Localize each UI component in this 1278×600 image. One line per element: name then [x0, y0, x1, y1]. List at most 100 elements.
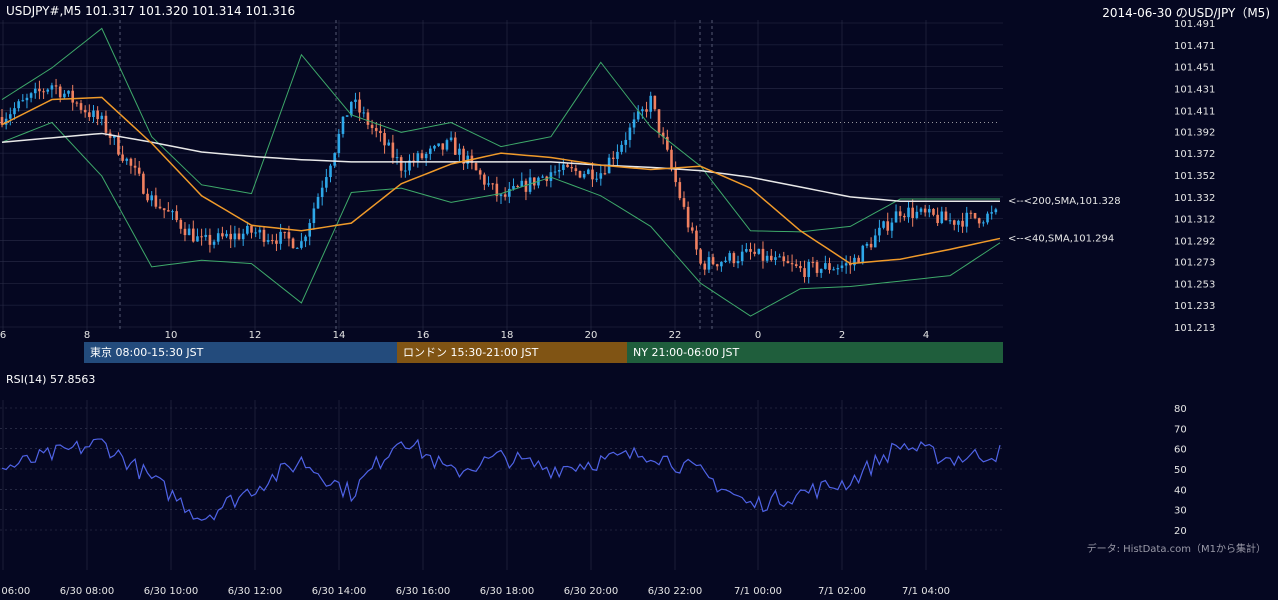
candle-body	[957, 220, 960, 225]
candle-body	[350, 101, 353, 116]
candle-body	[191, 228, 195, 242]
candle-body	[790, 263, 794, 265]
candle-body	[786, 261, 790, 264]
candle-body	[4, 118, 8, 125]
candle-body	[125, 158, 129, 161]
time-tick-label: 7/1 04:00	[902, 586, 950, 597]
rsi-line	[1, 438, 1001, 521]
sma200-line	[1, 132, 1000, 202]
candle-body	[769, 255, 773, 261]
candle-body	[266, 240, 270, 242]
candle-body	[316, 196, 320, 209]
candle-body	[503, 194, 507, 197]
candle-body	[528, 177, 532, 192]
candle-body	[928, 208, 931, 213]
x-tick-label: 0	[755, 330, 761, 341]
candle-body	[341, 116, 345, 134]
session-london: ロンドン 15:30-21:00 JST	[397, 342, 627, 363]
candle-body	[703, 263, 707, 270]
candle-body	[121, 154, 124, 161]
time-tick-label: 6/30 14:00	[312, 586, 366, 597]
candle-body	[720, 262, 723, 267]
candle-body	[686, 206, 690, 228]
candle-body	[570, 167, 573, 169]
candle-body	[320, 187, 324, 197]
candle-body	[624, 139, 628, 145]
candle-body	[150, 195, 153, 201]
candle-body	[903, 215, 906, 218]
candle-body	[158, 206, 162, 209]
candle-body	[383, 133, 386, 146]
session-tokyo: 東京 08:00-15:30 JST	[84, 342, 397, 363]
y-tick-label: 101.233	[1174, 301, 1215, 312]
candle-body	[237, 233, 241, 240]
candle-body	[574, 168, 578, 172]
y-tick-label: 101.273	[1174, 257, 1215, 268]
candle-body	[616, 151, 619, 159]
candle-body	[395, 157, 399, 159]
candle-body	[374, 128, 378, 131]
candle-body	[275, 240, 278, 244]
candle-body	[977, 218, 981, 224]
candle-body	[154, 195, 158, 207]
candle-body	[329, 165, 332, 178]
candle-body	[582, 173, 586, 178]
candle-body	[611, 157, 615, 159]
y-tick-label: 101.451	[1174, 63, 1215, 74]
candle-body	[499, 194, 503, 196]
candle-body	[491, 183, 494, 185]
x-tick-label: 4	[923, 330, 929, 341]
candle-body	[420, 153, 424, 159]
candle-body	[399, 157, 403, 171]
candle-body	[404, 170, 407, 172]
candle-body	[861, 245, 865, 263]
candle-body	[765, 255, 769, 261]
candle-body	[524, 180, 528, 192]
candle-body	[146, 193, 149, 201]
candle-body	[387, 142, 391, 146]
candle-body	[312, 208, 316, 224]
candle-body	[982, 222, 985, 224]
candle-body	[42, 91, 45, 93]
candle-body	[29, 93, 33, 98]
candle-body	[200, 236, 203, 238]
candle-body	[63, 93, 66, 98]
y-tick-label: 101.312	[1174, 215, 1215, 226]
candle-body	[824, 263, 827, 269]
candle-body	[21, 100, 25, 102]
candle-body	[923, 208, 927, 213]
candle-body	[117, 135, 120, 155]
candle-body	[632, 119, 636, 128]
sma40-annotation: <--<40,SMA,101.294	[1008, 233, 1114, 244]
candle-body	[532, 177, 536, 186]
candle-body	[25, 97, 29, 101]
candle-body	[221, 233, 224, 237]
candle-body	[973, 212, 977, 219]
candle-body	[216, 233, 220, 242]
candle-body	[591, 169, 594, 180]
candle-body	[79, 103, 83, 110]
candle-body	[88, 112, 91, 118]
candle-body	[566, 164, 569, 168]
candle-body	[878, 227, 881, 236]
candle-body	[736, 261, 740, 264]
candle-body	[794, 264, 798, 267]
candle-body	[258, 229, 262, 233]
candle-body	[225, 233, 228, 237]
candle-body	[520, 180, 524, 187]
candle-body	[291, 238, 295, 249]
candle-body	[345, 115, 349, 117]
candle-body	[487, 183, 490, 185]
x-tick-label: 12	[249, 330, 262, 341]
y-tick-label: 101.213	[1174, 323, 1215, 334]
candle-body	[603, 173, 607, 175]
candle-body	[873, 235, 877, 248]
candle-body	[915, 211, 919, 218]
candle-body	[832, 269, 835, 271]
candle-body	[254, 232, 257, 234]
candle-body	[458, 148, 461, 155]
candle-body	[233, 233, 237, 240]
rsi-label: RSI(14) 57.8563	[6, 373, 96, 386]
chart-title: 2014-06-30 のUSD/JPY（M5)	[1102, 6, 1270, 20]
